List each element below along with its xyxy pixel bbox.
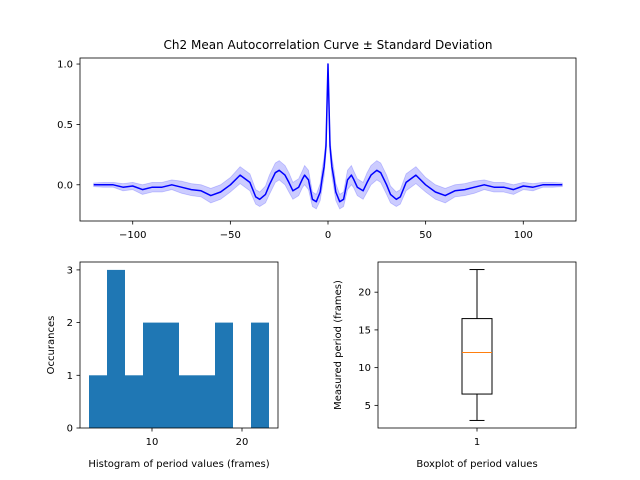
boxplot-xlabel: Boxplot of period values <box>416 459 537 470</box>
histogram-panel: 10 20 0 1 2 3 Histogram of period values (fra… <box>46 261 279 470</box>
histogram-xlabel: Histogram of period values (frames) <box>88 459 269 470</box>
histogram-frame <box>79 261 279 429</box>
autocorrelation-ticks: −100 −50 0 50 100 0.0 0.5 1.0 <box>57 60 533 241</box>
histogram-bar <box>89 375 107 428</box>
boxplot-frame <box>377 261 577 429</box>
autocorrelation-frame <box>79 57 577 222</box>
y-tick-label: 3 <box>67 265 73 276</box>
y-tick-label: 1.0 <box>57 60 73 71</box>
std-band <box>93 63 563 210</box>
chart-title: Ch2 Mean Autocorrelation Curve ± Standar… <box>164 38 493 52</box>
x-tick-label: −50 <box>220 230 241 241</box>
y-tick-label: 2 <box>67 318 73 329</box>
y-tick-label: 10 <box>358 363 371 374</box>
x-tick-label: 100 <box>514 230 533 241</box>
mean-line <box>93 63 563 203</box>
autocorrelation-marks <box>93 63 563 210</box>
histogram-ylabel: Occurances <box>46 316 57 375</box>
x-tick-label: 0 <box>325 230 331 241</box>
box <box>461 318 493 395</box>
boxplot-marks <box>461 269 493 421</box>
autocorrelation-panel: Ch2 Mean Autocorrelation Curve ± Standar… <box>57 38 577 241</box>
histogram-bar <box>143 322 161 428</box>
x-tick-label: 1 <box>474 437 480 448</box>
y-tick-label: 5 <box>365 401 371 412</box>
histogram-bar <box>161 322 179 428</box>
histogram-bar <box>251 322 269 428</box>
y-tick-label: 20 <box>358 288 371 299</box>
x-tick-label: 20 <box>236 437 249 448</box>
histogram-bars <box>89 269 269 428</box>
y-tick-label: 0.5 <box>57 120 73 131</box>
histogram-bar <box>179 375 197 428</box>
histogram-bar <box>197 375 215 428</box>
y-tick-label: 0 <box>67 424 73 435</box>
x-tick-label: −100 <box>119 230 146 241</box>
x-tick-label: 10 <box>146 437 159 448</box>
histogram-bar <box>215 322 233 428</box>
y-tick-label: 0.0 <box>57 180 73 191</box>
x-tick-label: 50 <box>419 230 432 241</box>
histogram-ticks: 10 20 0 1 2 3 <box>67 265 249 448</box>
y-tick-label: 1 <box>67 371 73 382</box>
y-tick-label: 15 <box>358 325 371 336</box>
boxplot-ylabel: Measured period (frames) <box>333 280 344 410</box>
histogram-bar <box>107 269 125 428</box>
histogram-bar <box>125 375 143 428</box>
